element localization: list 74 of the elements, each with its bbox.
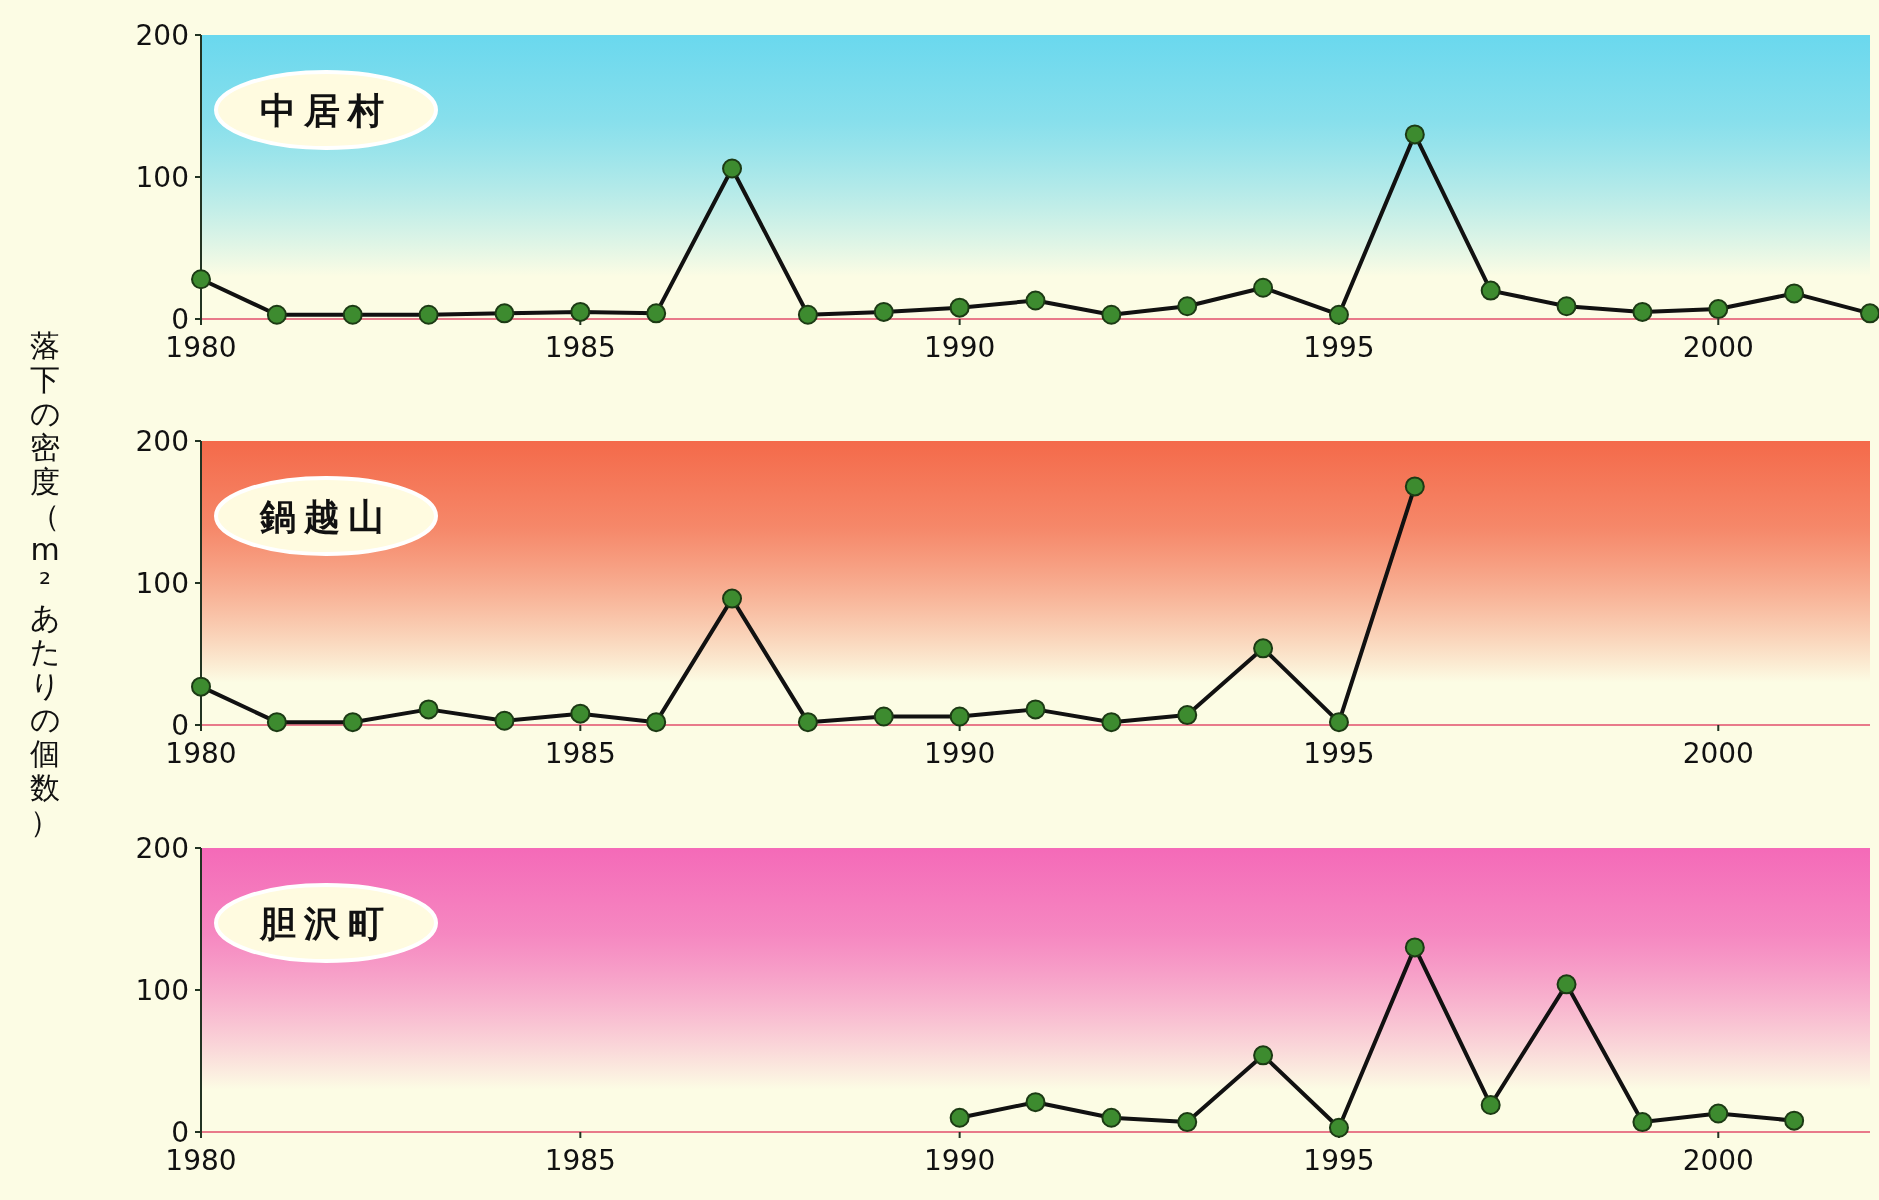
point [1404,124,1425,145]
point [1025,290,1046,311]
text: 中居村 [260,89,392,131]
point [1708,1103,1729,1124]
point [797,712,818,733]
point [1101,304,1122,325]
x-tick-label: 1995 [1303,331,1375,364]
point [646,303,667,324]
point [873,301,894,322]
x-tick-label: 1985 [544,1144,616,1177]
point [722,158,743,179]
point [266,712,287,733]
point [1480,280,1501,301]
text: 鍋越山 [259,495,392,537]
point [266,304,287,325]
point [1253,277,1274,298]
point [1860,303,1879,324]
point [418,304,439,325]
text: 落下の密度（m²あたりの個数） [29,328,61,839]
y-tick-label: 100 [135,973,189,1007]
point [1101,712,1122,733]
point [494,303,515,324]
point [1632,1112,1653,1133]
point [1784,1110,1805,1131]
point [1328,304,1349,325]
point [494,710,515,731]
point [1556,296,1577,317]
point [949,1107,970,1128]
point [342,304,363,325]
x-tick-label: 2000 [1682,737,1754,770]
point [646,712,667,733]
point [1708,299,1729,320]
point [1480,1095,1501,1116]
y-tick-label: 100 [135,566,189,600]
point [1177,705,1198,726]
y-tick-label: 200 [135,831,189,865]
point [1253,638,1274,659]
x-tick-label: 1990 [924,1144,996,1177]
y-tick-label: 200 [135,18,189,52]
point [797,304,818,325]
x-tick-label: 1985 [544,737,616,770]
point [570,301,591,322]
point [1556,974,1577,995]
point [1025,699,1046,720]
point [342,712,363,733]
point [873,706,894,727]
point [1404,937,1425,958]
point [1177,1112,1198,1133]
x-tick-label: 2000 [1682,1144,1754,1177]
point [1632,301,1653,322]
point [1328,712,1349,733]
x-tick-label: 1985 [544,331,616,364]
point [1328,1117,1349,1138]
point [191,269,211,290]
y-tick-label: 200 [135,424,189,458]
point [1025,1092,1046,1113]
point [418,699,439,720]
x-tick-label: 1990 [924,331,996,364]
point [722,588,743,609]
x-tick-label: 1990 [924,737,996,770]
point [1101,1107,1122,1128]
point [191,676,211,697]
point [1253,1045,1274,1066]
point [1177,296,1198,317]
point [1784,283,1805,304]
x-tick-label: 1995 [1303,737,1375,770]
point [949,706,970,727]
point [949,297,970,318]
x-tick-label: 1995 [1303,1144,1375,1177]
y-tick-label: 100 [135,160,189,194]
point [1404,476,1425,497]
x-tick-label: 2000 [1682,331,1754,364]
text: 胆沢町 [259,902,392,944]
point [570,703,591,724]
